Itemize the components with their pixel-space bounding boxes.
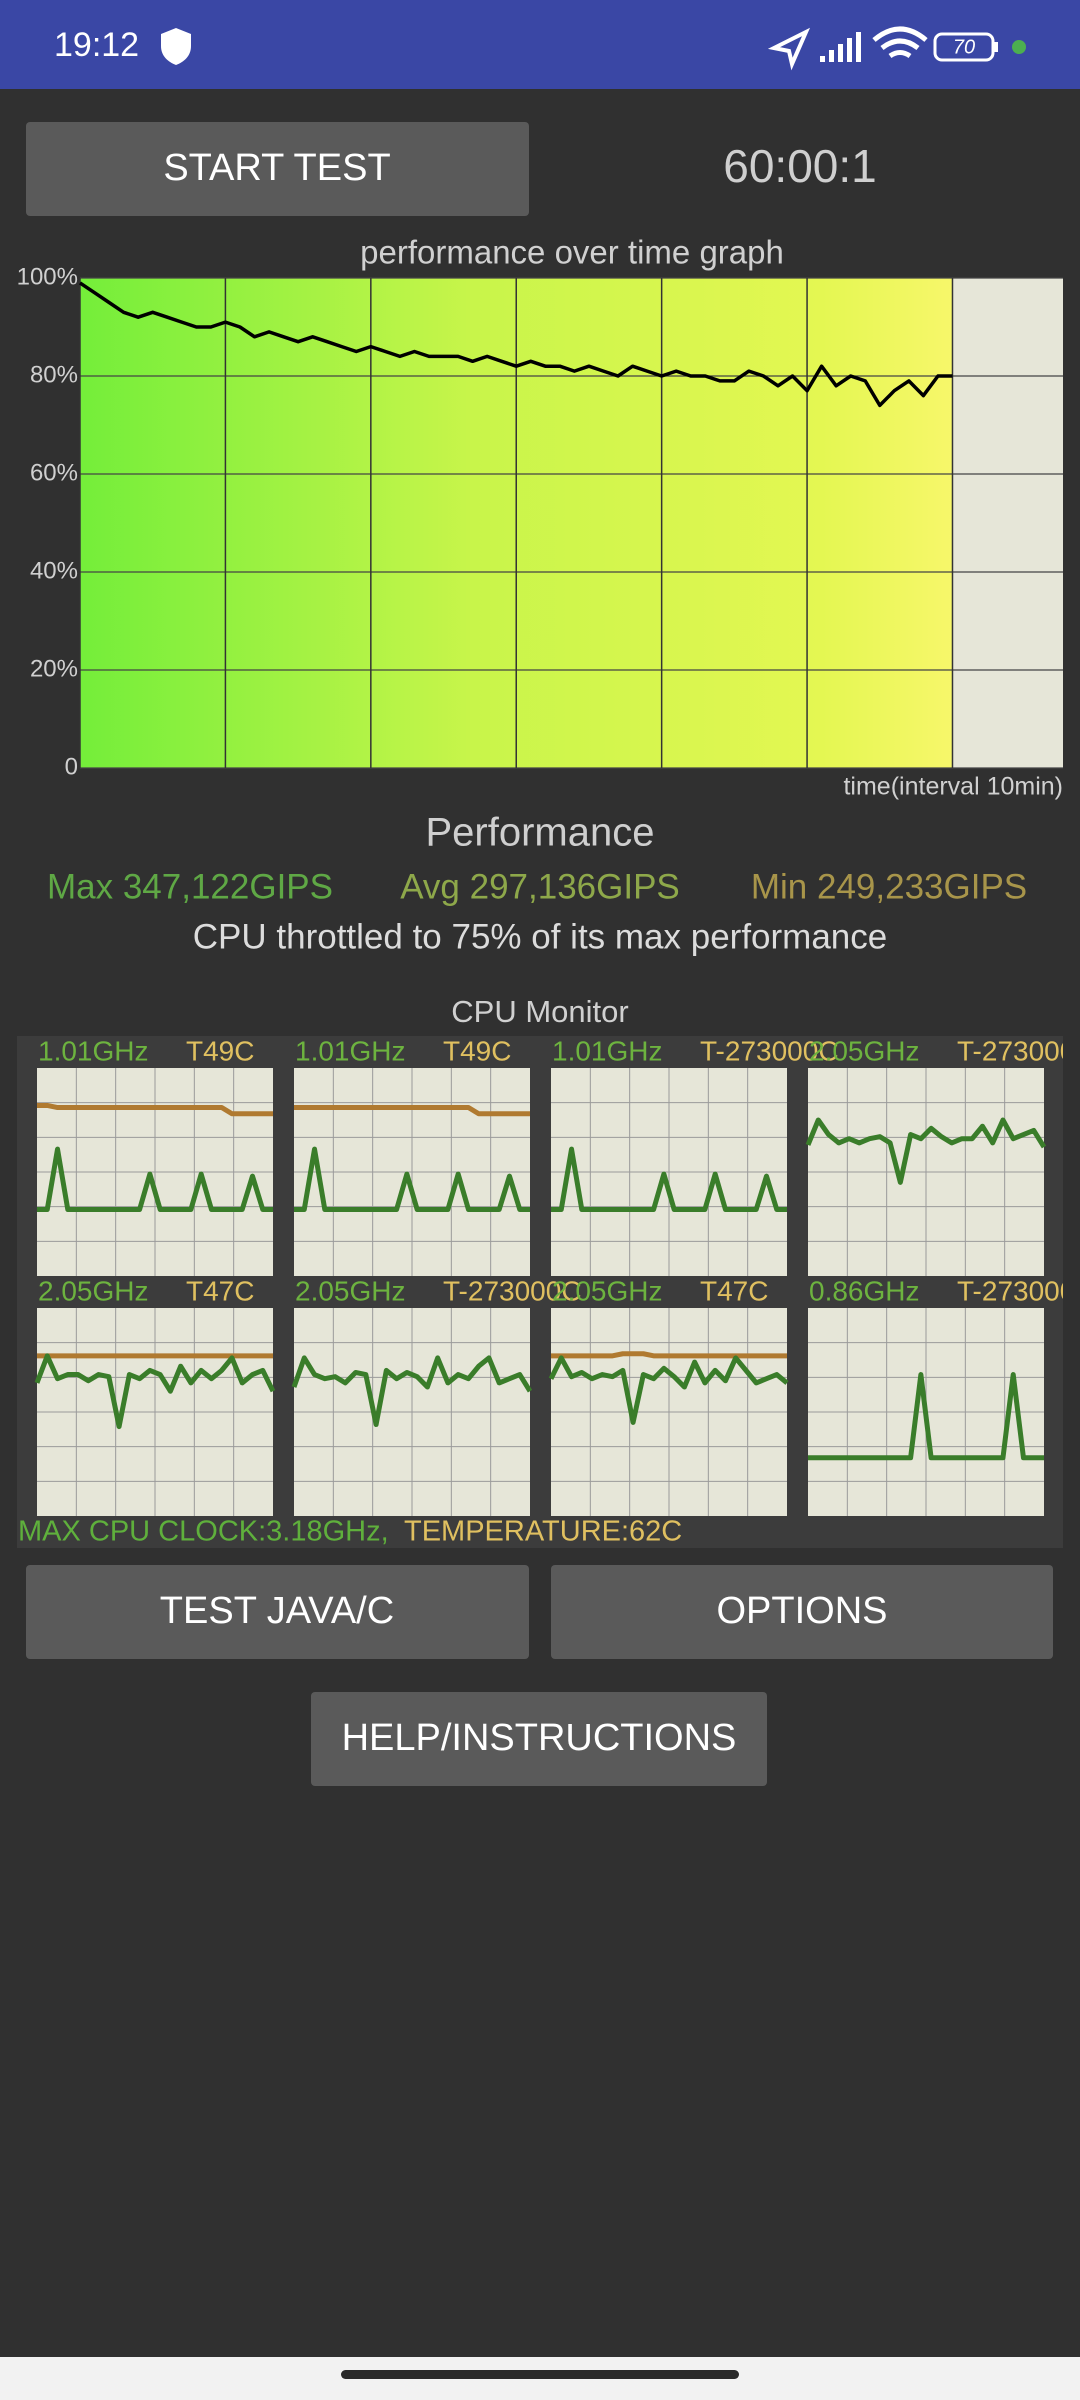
cpu-temperature: TEMPERATURE:62C <box>404 1516 682 1548</box>
test-java-label[interactable]: TEST JAVA/C <box>160 1590 394 1632</box>
y-tick-label: 100% <box>17 263 78 290</box>
options-label[interactable]: OPTIONS <box>716 1590 887 1632</box>
y-tick-label: 40% <box>30 557 78 584</box>
temperature-line <box>294 1105 530 1117</box>
help-label[interactable]: HELP/INSTRUCTIONS <box>342 1717 737 1759</box>
core-temperature: T-273000C <box>443 1275 582 1306</box>
y-tick-label: 60% <box>30 459 78 486</box>
cpu-cores: 1.01GHz T49C 1.01GHz T49C 1.01GHz T-273000C2.… <box>34 1035 1080 1516</box>
core-temperature: T47C <box>700 1275 768 1306</box>
frequency-line <box>551 1146 787 1212</box>
core-temperature: T47C <box>186 1275 254 1306</box>
core-frequency: 0.86GHz <box>809 1275 920 1306</box>
wifi-icon <box>872 26 928 59</box>
core-frequency: 1.01GHz <box>552 1035 663 1066</box>
frequency-line <box>808 1372 1044 1461</box>
battery-level: 70 <box>953 36 975 58</box>
y-tick-label: 0 <box>65 753 78 780</box>
start-test-button[interactable] <box>26 122 529 216</box>
core-frequency: 2.05GHz <box>295 1275 406 1306</box>
help-button[interactable] <box>311 1692 767 1786</box>
core-frequency: 2.05GHz <box>809 1035 920 1066</box>
frequency-line <box>291 1355 533 1427</box>
performance-graph: 0 20% 40% 60% 80% 100% <box>17 263 1063 780</box>
temperature-line <box>551 1351 787 1359</box>
location-icon <box>767 27 811 71</box>
core-temperature: T49C <box>186 1035 254 1066</box>
core-frequency: 1.01GHz <box>295 1035 406 1066</box>
frequency-line <box>548 1355 789 1425</box>
home-indicator[interactable] <box>341 2370 739 2379</box>
avg-performance: Avg 297,136GIPS <box>400 867 680 906</box>
core-temperature: T49C <box>443 1035 511 1066</box>
min-performance: Min 249,233GIPS <box>751 867 1027 906</box>
throttle-summary: CPU throttled to 75% of its max performa… <box>193 917 887 956</box>
x-axis-label: time(interval 10min) <box>843 773 1063 801</box>
core-frequency: 1.01GHz <box>38 1035 149 1066</box>
test-java-button[interactable] <box>26 1565 529 1659</box>
temperature-line <box>37 1102 273 1117</box>
shield-icon <box>161 28 191 65</box>
timer: 60:00:1 <box>723 140 876 192</box>
y-tick-label: 20% <box>30 655 78 682</box>
frequency-line <box>37 1146 273 1212</box>
core-temperature: T-273000C <box>700 1035 839 1066</box>
frequency-line <box>805 1117 1047 1185</box>
clock: 19:12 <box>54 26 139 64</box>
signal-icon <box>820 32 861 62</box>
core-temperature: T-273000C <box>957 1035 1080 1066</box>
battery-icon <box>933 32 995 62</box>
frequency-line <box>34 1353 276 1430</box>
indicator-dot <box>1012 40 1026 54</box>
max-cpu-clock: MAX CPU CLOCK:3.18GHz, <box>18 1516 389 1548</box>
battery-tip <box>994 42 998 52</box>
y-tick-label: 80% <box>30 361 78 388</box>
performance-title: Performance <box>426 811 655 855</box>
graph-title: performance over time graph <box>360 234 784 271</box>
max-performance: Max 347,122GIPS <box>47 867 333 906</box>
core-temperature: T-273000C <box>957 1275 1080 1306</box>
start-test-label[interactable]: START TEST <box>163 147 390 189</box>
core-frequency: 2.05GHz <box>552 1275 663 1306</box>
frequency-line <box>294 1146 530 1212</box>
options-button[interactable] <box>551 1565 1053 1659</box>
performance-line <box>79 281 953 408</box>
cpu-monitor-title: CPU Monitor <box>451 994 628 1029</box>
core-frequency: 2.05GHz <box>38 1275 149 1306</box>
